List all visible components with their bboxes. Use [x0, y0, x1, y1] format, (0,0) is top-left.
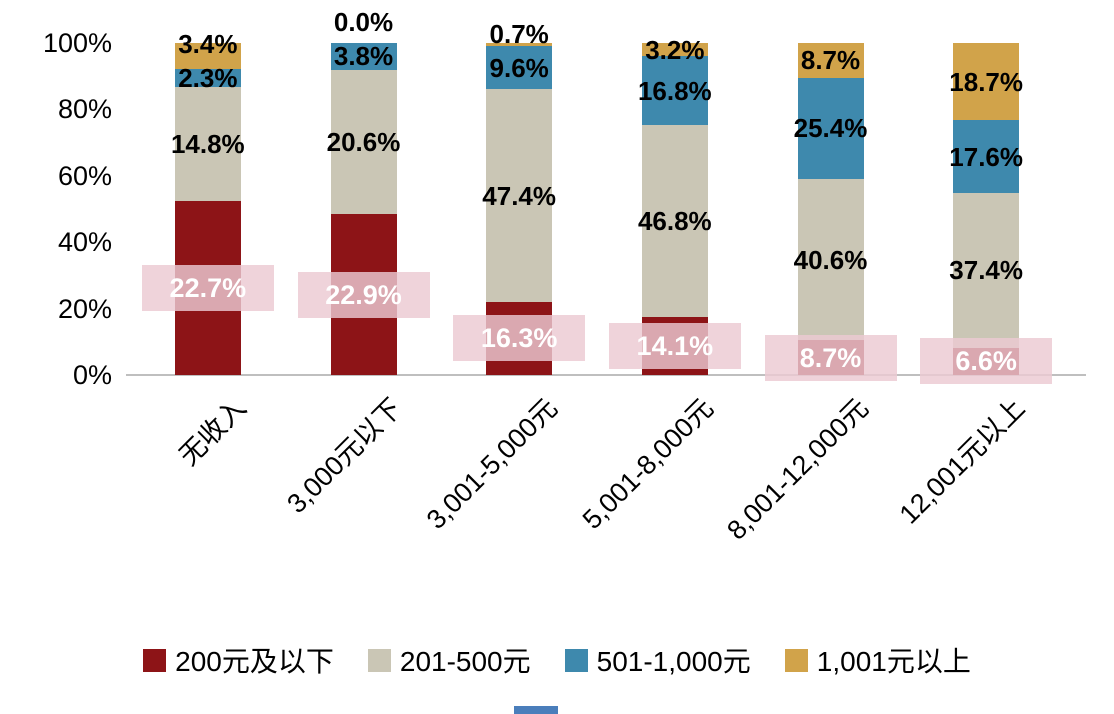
- y-tick-label: 60%: [57, 160, 112, 191]
- value-label: 3.2%: [645, 34, 705, 65]
- bar-segment: [174, 69, 241, 87]
- legend-swatch: [367, 648, 391, 672]
- x-category-label: 5,001-8,000元: [576, 392, 719, 535]
- bottom-edge-mark: [514, 706, 558, 714]
- bar-segment: [953, 43, 1020, 121]
- value-label: 20.6%: [326, 126, 401, 157]
- value-label: 37.4%: [949, 255, 1024, 286]
- x-category-label: 无收入: [173, 392, 252, 472]
- bar-segment: [174, 43, 241, 70]
- value-label: 0.7%: [489, 18, 549, 49]
- highlight-value-label: 16.3%: [453, 315, 586, 362]
- value-label: 17.6%: [949, 141, 1024, 172]
- value-label: 47.4%: [482, 180, 557, 211]
- highlight-value-label: 14.1%: [608, 323, 741, 370]
- highlight-value-label: 22.9%: [297, 271, 430, 318]
- value-label: 8.7%: [800, 45, 861, 76]
- bar-segment: [330, 43, 397, 70]
- value-label: 3.4%: [178, 28, 238, 59]
- value-label: 2.3%: [178, 62, 238, 93]
- legend-item: 1,001元以上: [784, 640, 971, 680]
- bar-segment: [641, 43, 708, 57]
- highlight-value-label: 8.7%: [764, 334, 897, 381]
- legend-item: 501-1,000元: [564, 640, 751, 680]
- value-label: 18.7%: [949, 66, 1024, 97]
- bar-segment: [486, 43, 553, 47]
- legend-swatch: [784, 648, 808, 672]
- legend-swatch: [564, 648, 588, 672]
- value-label: 46.8%: [637, 206, 712, 237]
- y-tick-label: 80%: [57, 94, 112, 125]
- y-tick-label: 40%: [57, 227, 112, 258]
- bar-segment: [797, 77, 864, 179]
- highlight-value-label: 22.7%: [141, 264, 274, 311]
- value-label: 16.8%: [637, 75, 712, 106]
- y-tick-label: 20%: [57, 293, 112, 324]
- bar-segment: [797, 43, 864, 78]
- highlight-value-label: 6.6%: [920, 338, 1053, 385]
- value-label: 25.4%: [793, 113, 868, 144]
- legend: 200元及以下 201-500元 501-1,000元 1,001元以上: [0, 640, 1114, 680]
- bar-segment: [486, 46, 553, 90]
- value-label: 40.6%: [793, 244, 868, 275]
- bar-segment: [953, 120, 1020, 194]
- x-axis-line: [126, 374, 1086, 376]
- legend-label: 201-500元: [399, 646, 531, 677]
- legend-swatch: [143, 648, 167, 672]
- y-tick-label: 0%: [72, 360, 112, 390]
- x-category-label: 12,001元以上: [893, 392, 1031, 530]
- bar-segment: [486, 89, 553, 302]
- bar-segment: [797, 178, 864, 341]
- legend-item: 200元及以下: [143, 640, 334, 680]
- x-category-label: 3,000元以下: [281, 392, 408, 519]
- bar-segment: [174, 86, 241, 201]
- bar-segment: [330, 69, 397, 215]
- bar-segment: [641, 56, 708, 126]
- legend-label: 501-1,000元: [596, 646, 751, 677]
- legend-item: 201-500元: [367, 640, 531, 680]
- value-label: 9.6%: [489, 52, 549, 83]
- value-label: 14.8%: [170, 128, 245, 159]
- value-label: 0.0%: [333, 7, 394, 38]
- y-tick-label: 100%: [42, 28, 112, 58]
- legend-label: 1,001元以上: [816, 646, 971, 677]
- bar-segment: [953, 193, 1020, 348]
- x-category-label: 8,001-12,000元: [721, 392, 875, 546]
- x-category-label: 3,001-5,000元: [420, 392, 564, 535]
- value-label: 3.8%: [333, 41, 394, 72]
- bar-segment: [641, 125, 708, 318]
- legend-label: 200元及以下: [175, 646, 334, 677]
